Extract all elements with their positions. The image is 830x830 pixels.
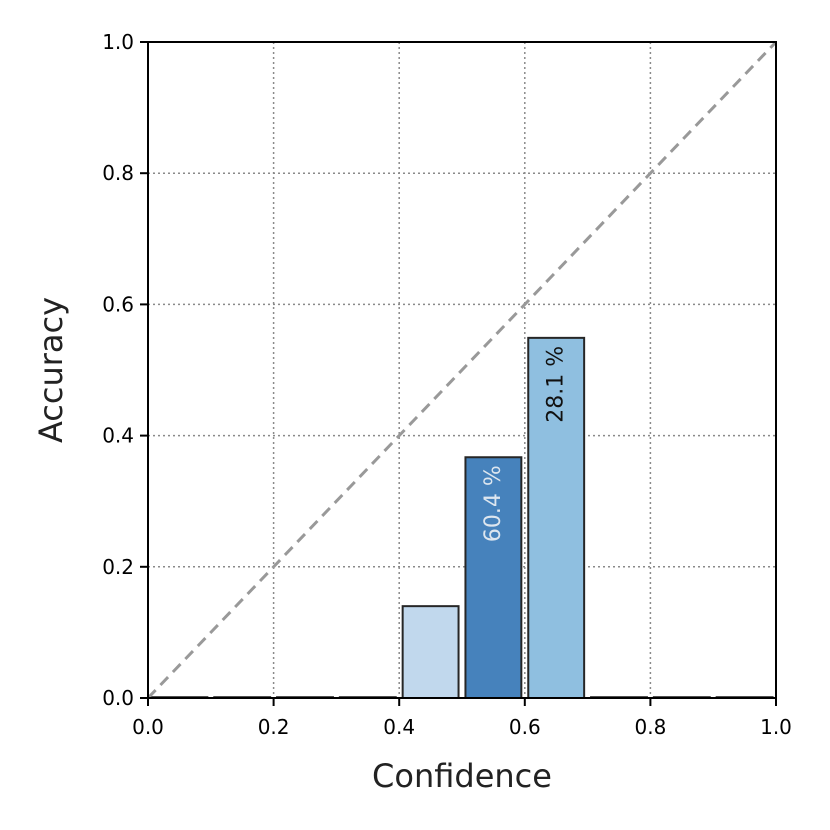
- y-tick-label: 1.0: [102, 30, 134, 54]
- perfect-calibration-line: [146, 40, 778, 700]
- x-tick-label: 0.6: [509, 715, 541, 739]
- bar-5: [401, 605, 460, 699]
- x-axis-title: Confidence: [372, 757, 552, 795]
- bars: [150, 336, 774, 700]
- x-tick-label: 1.0: [760, 715, 792, 739]
- x-tick-label: 0.4: [383, 715, 415, 739]
- bar-label-7: 28.1 %: [544, 346, 569, 423]
- y-tick-label: 0.4: [102, 424, 134, 448]
- y-tick-label: 0.0: [102, 686, 134, 710]
- y-tick-label: 0.2: [102, 555, 134, 579]
- bar-7: [527, 336, 586, 699]
- x-tick-label: 0.2: [258, 715, 290, 739]
- y-tick-label: 0.6: [102, 292, 134, 316]
- y-tick-label: 0.8: [102, 161, 134, 185]
- x-tick-label: 0.0: [132, 715, 164, 739]
- x-tick-label: 0.8: [634, 715, 666, 739]
- y-axis-title: Accuracy: [32, 297, 70, 443]
- plot-frame: [147, 41, 777, 699]
- y-axis-ticks: 0.0 0.2 0.4 0.6 0.8 1.0: [102, 30, 148, 710]
- bar-label-6: 60.4 %: [481, 465, 506, 542]
- x-axis-ticks: 0.0 0.2 0.4 0.6 0.8 1.0: [132, 698, 792, 739]
- bar-labels: 60.4 % 28.1 %: [481, 346, 569, 542]
